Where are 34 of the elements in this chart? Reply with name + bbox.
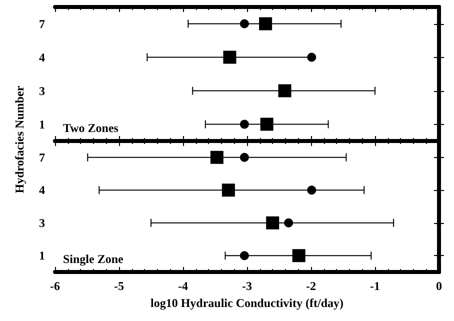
x-tick-label: -5 (114, 279, 124, 293)
point (240, 19, 249, 28)
y-tick-label: 4 (39, 183, 45, 198)
y-tick-label: 1 (39, 117, 45, 132)
x-tick-label: -2 (306, 279, 316, 293)
point (292, 249, 306, 262)
y-tick-label: 3 (39, 84, 45, 98)
point (222, 184, 235, 197)
y-tick-label: 3 (39, 216, 45, 230)
x-tick-label: -1 (370, 279, 380, 293)
point (210, 150, 224, 164)
y-tick-label: 1 (39, 248, 45, 263)
y-tick-label: 4 (39, 50, 45, 64)
point (259, 17, 272, 30)
x-tick-label: 0 (436, 279, 442, 293)
point (266, 216, 280, 230)
point (307, 186, 316, 195)
x-axis-title: log10 Hydraulic Conductivity (ft/day) (150, 296, 344, 310)
point (240, 251, 249, 260)
y-tick-label: 7 (39, 16, 45, 31)
annotation: Single Zone (63, 252, 124, 266)
y-axis-title: Hydrofacies Number (12, 84, 28, 196)
point (223, 50, 236, 64)
x-tick-label: -3 (242, 279, 252, 293)
point (278, 84, 292, 98)
point (240, 120, 249, 129)
y-tick-label: 7 (39, 150, 45, 164)
annotation: Two Zones (63, 121, 119, 135)
point (260, 118, 274, 131)
x-tick-label: -4 (178, 279, 188, 293)
point (284, 218, 294, 228)
point (307, 52, 316, 62)
x-tick-label: -6 (50, 279, 60, 293)
point (240, 152, 249, 162)
